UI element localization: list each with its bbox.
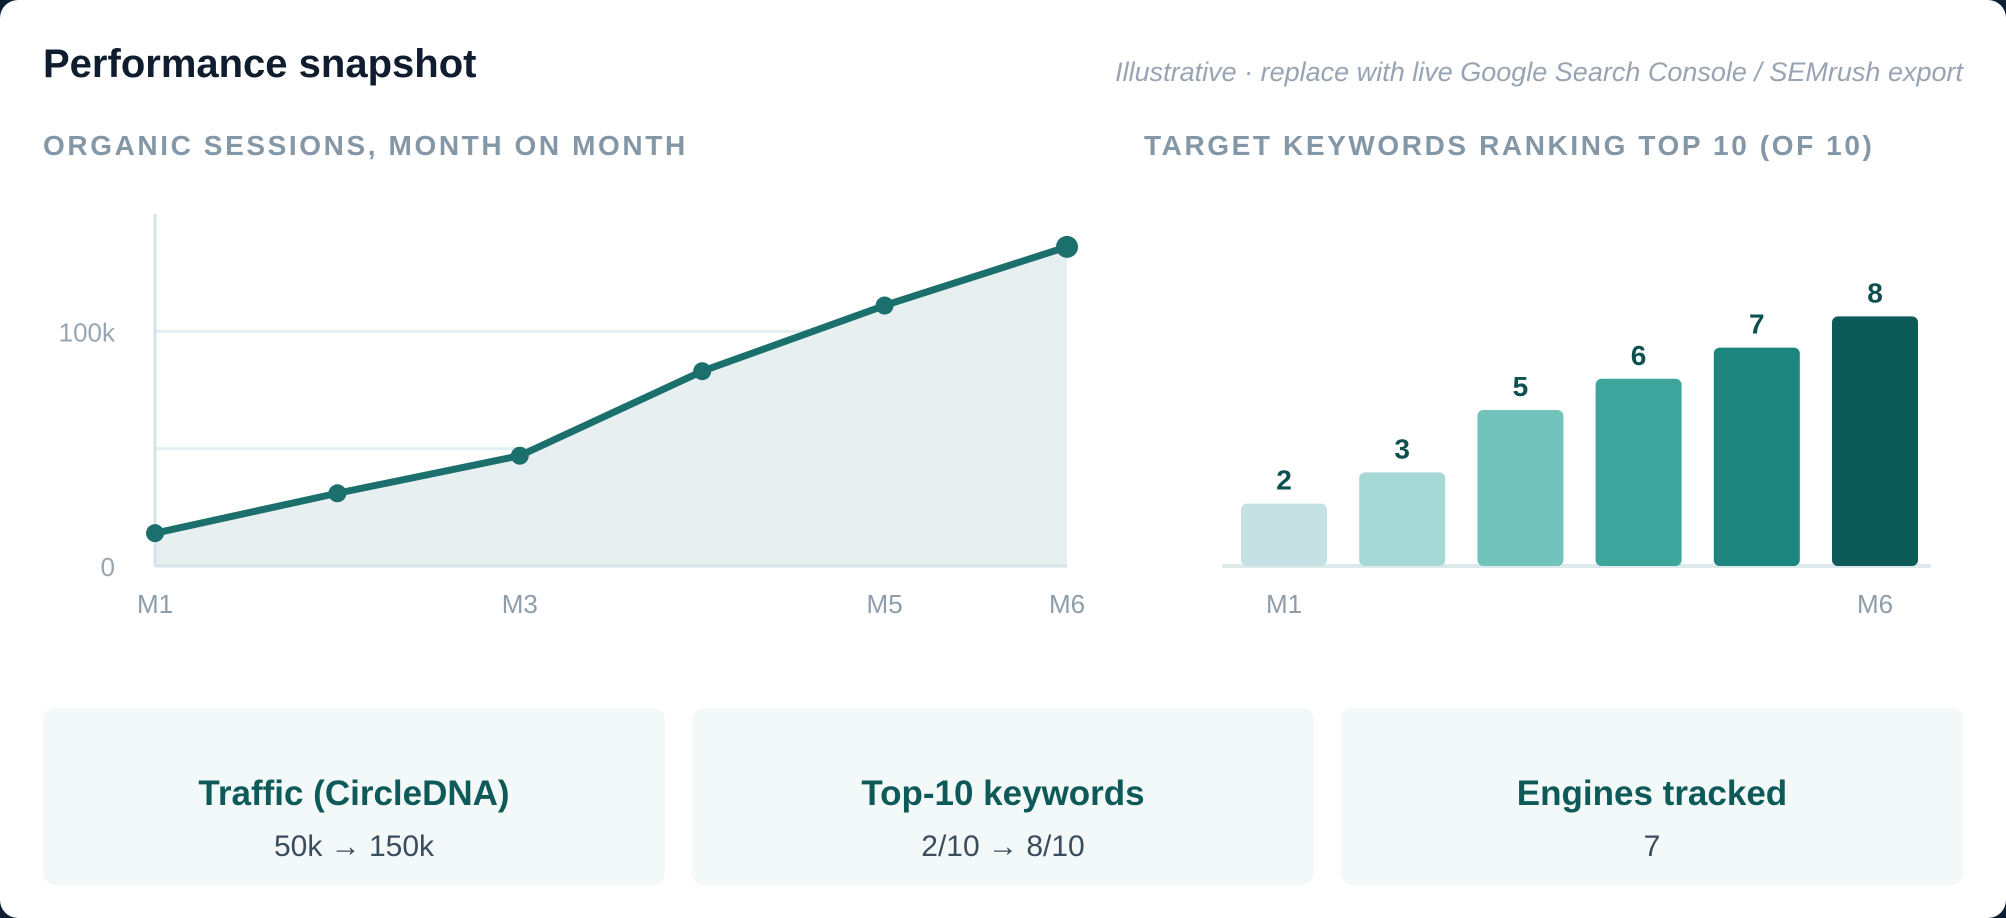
- data-point: [146, 524, 164, 543]
- kpi-value: 7: [1643, 830, 1661, 863]
- x-tick-label: M1: [137, 589, 173, 619]
- organic-sessions-chart: 0 100k M1 M3 M5 M6: [59, 214, 1085, 619]
- kpi-card-engines: Engines tracked 7: [1341, 708, 1963, 885]
- kpi-title: Engines tracked: [1516, 774, 1788, 813]
- data-point: [1056, 235, 1078, 258]
- kpi-card-keywords: Top-10 keywords 2/10 → 8/10: [692, 708, 1314, 885]
- bar: [1832, 316, 1918, 566]
- kpi-card-traffic: Traffic (CircleDNA) 50k → 150k: [43, 708, 665, 885]
- keywords-bar-chart: 2 M1 3 5 6 7 8 M6: [1222, 277, 1931, 619]
- bar-value-label: 5: [1513, 371, 1529, 402]
- page-title: Performance snapshot: [43, 42, 477, 86]
- data-point: [693, 362, 712, 381]
- bar-value-label: 3: [1394, 433, 1410, 464]
- bar: [1477, 410, 1564, 566]
- bar-value-label: 7: [1749, 309, 1765, 340]
- bar-value-label: 2: [1276, 465, 1292, 496]
- x-tick-label: M1: [1266, 589, 1302, 619]
- kpi-title: Traffic (CircleDNA): [198, 774, 510, 813]
- y-tick-label: 0: [101, 552, 115, 582]
- bar: [1713, 347, 1800, 566]
- data-point: [875, 296, 894, 315]
- bar: [1359, 472, 1446, 566]
- bar-value-label: 8: [1867, 277, 1883, 308]
- y-tick-label: 100k: [59, 317, 116, 347]
- organic-sessions-chart-title: ORGANIC SESSIONS, MONTH ON MONTH: [43, 130, 688, 161]
- kpi-value: 50k → 150k: [273, 830, 435, 863]
- x-tick-label: M6: [1049, 589, 1085, 619]
- kpi-title: Top-10 keywords: [861, 774, 1145, 813]
- keywords-chart-title: TARGET KEYWORDS RANKING TOP 10 (OF 10): [1144, 130, 1875, 161]
- bar: [1241, 503, 1327, 566]
- data-point: [328, 484, 347, 503]
- bar: [1595, 378, 1682, 566]
- x-tick-label: M3: [502, 589, 538, 619]
- illustrative-note: Illustrative · replace with live Google …: [1115, 57, 1963, 87]
- data-point: [510, 446, 529, 465]
- x-tick-label: M6: [1857, 589, 1893, 619]
- bar-value-label: 6: [1631, 340, 1647, 371]
- x-tick-label: M5: [867, 589, 903, 619]
- series-line: [151, 243, 1071, 537]
- kpi-value: 2/10 → 8/10: [921, 830, 1085, 863]
